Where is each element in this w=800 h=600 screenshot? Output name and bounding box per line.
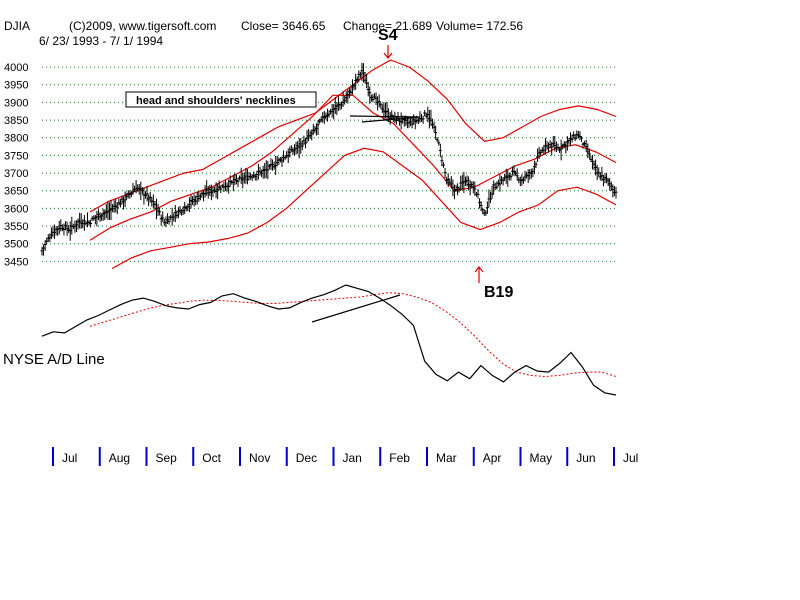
b19-label: B19 <box>484 284 513 301</box>
month-label: Jun <box>576 451 595 465</box>
y-tick-label: 3750 <box>4 150 28 162</box>
price-neckline <box>349 115 421 123</box>
ad-line <box>41 284 617 396</box>
header-date-range: 6/ 23/ 1993 - 7/ 1/ 1994 <box>39 34 163 48</box>
header-copyright: (C)2009, www.tigersoft.com <box>69 19 216 33</box>
y-tick-label: 3650 <box>4 186 28 198</box>
month-label: Oct <box>202 451 221 465</box>
ad-line-layer <box>41 284 617 396</box>
b19-arrow <box>474 266 484 283</box>
month-label: Aug <box>109 451 130 465</box>
lower-band <box>111 147 617 270</box>
month-label: Mar <box>436 451 457 465</box>
header-change: Change= 21.689 <box>343 19 432 33</box>
necklines-label: head and shoulders' necklines <box>136 95 296 107</box>
header-symbol: DJIA <box>4 19 30 33</box>
ad-line-ma <box>89 292 617 378</box>
month-label: Jul <box>62 451 77 465</box>
month-label: Sep <box>156 451 178 465</box>
header-volume: Volume= 172.56 <box>436 19 523 33</box>
price-bars <box>40 62 618 256</box>
header-close: Close= 3646.65 <box>241 19 326 33</box>
s4-arrow <box>383 45 393 59</box>
s4-label: S4 <box>378 27 398 44</box>
y-tick-label: 3700 <box>4 168 28 180</box>
y-tick-label: 3950 <box>4 80 28 92</box>
month-label: Apr <box>483 451 502 465</box>
y-tick-label: 3600 <box>4 203 28 215</box>
y-tick-label: 3550 <box>4 221 28 233</box>
y-tick-label: 3850 <box>4 115 28 127</box>
price-y-ticks: 4000 3950 3900 3850 3800 3750 3700 3650 3600 3550… <box>4 62 28 268</box>
month-label: Feb <box>389 451 410 465</box>
month-label: May <box>530 451 553 465</box>
ad-neckline <box>311 294 401 323</box>
y-tick-label: 4000 <box>4 62 28 74</box>
y-tick-label: 3900 <box>4 97 28 109</box>
month-axis: Jul Aug Sep Oct Nov Dec Jan Feb Mar Apr May Jun Jul <box>52 447 638 466</box>
y-tick-label: 3500 <box>4 239 28 251</box>
y-tick-label: 3450 <box>4 256 28 268</box>
month-label: Dec <box>296 451 317 465</box>
middle-band <box>89 94 617 241</box>
ad-line-label: NYSE A/D Line <box>3 351 105 368</box>
month-label: Jul <box>623 451 638 465</box>
necklines-box <box>125 91 317 108</box>
y-tick-label: 3800 <box>4 133 28 145</box>
month-label: Jan <box>343 451 362 465</box>
month-label: Nov <box>249 451 270 465</box>
